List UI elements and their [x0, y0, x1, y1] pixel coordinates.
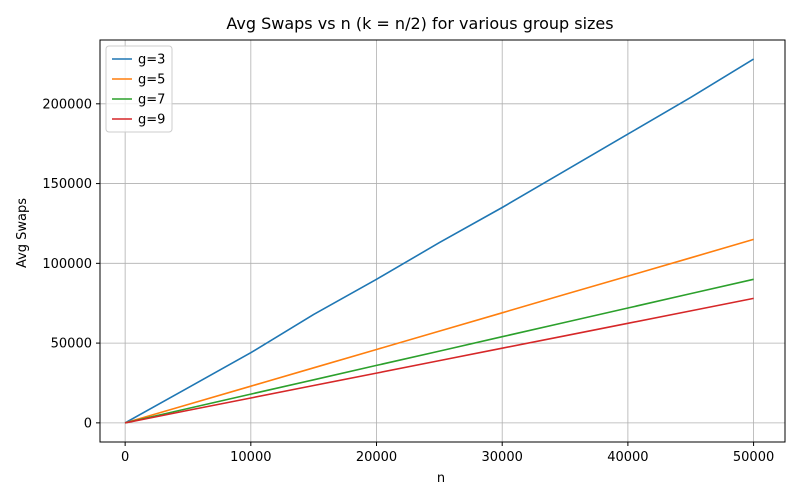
legend-entry-label: g=7	[138, 93, 165, 108]
y-tick-label: 50000	[51, 337, 92, 352]
legend-entry-label: g=5	[138, 73, 165, 88]
x-tick-label: 40000	[607, 450, 648, 465]
legend-box	[105, 45, 173, 133]
x-tick-label: 50000	[733, 450, 774, 465]
x-tick-label: 10000	[230, 450, 271, 465]
x-tick-label: 30000	[482, 450, 523, 465]
series-lines	[124, 58, 755, 424]
y-tick-label: 100000	[42, 257, 92, 272]
chart-title: Avg Swaps vs n (k = n/2) for various gro…	[226, 14, 613, 33]
series-line-g-7	[124, 278, 754, 424]
x-axis-label: n	[437, 471, 445, 486]
legend-entry-label: g=9	[138, 113, 165, 128]
y-tick-label: 150000	[42, 177, 92, 192]
x-axis-ticks: 0 10000 20000 30000 40000 50000	[121, 442, 774, 465]
y-tick-label: 0	[84, 416, 92, 431]
y-tick-label: 200000	[42, 97, 92, 112]
y-axis-label: Avg Swaps	[15, 198, 30, 268]
x-tick-label: 20000	[356, 450, 397, 465]
series-line-g-9	[124, 297, 754, 424]
legend-entry-label: g=3	[138, 53, 165, 68]
series-line-g-5	[124, 238, 754, 424]
legend: g=3 g=5 g=7 g=9	[105, 45, 173, 133]
x-tick-label: 0	[121, 450, 129, 465]
plot-area-frame	[99, 39, 786, 443]
series-line-g-3	[124, 58, 755, 424]
y-axis-ticks: 0 50000 100000 150000 200000	[42, 97, 100, 431]
